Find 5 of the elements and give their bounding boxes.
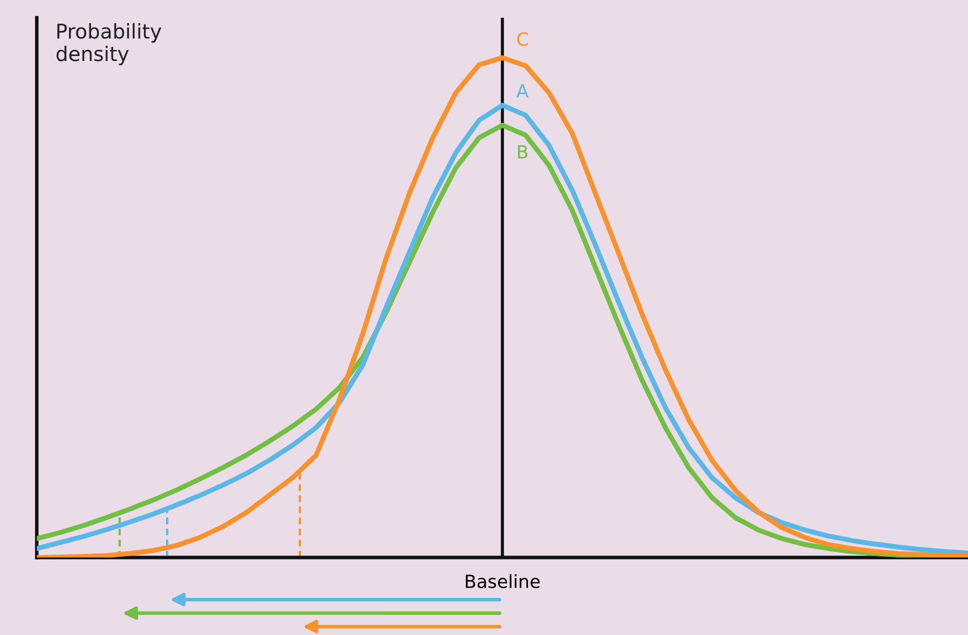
series-label: B bbox=[518, 145, 528, 158]
y-axis-title: Probability density bbox=[56, 23, 162, 66]
series-label: A bbox=[516, 84, 528, 98]
series-label: C bbox=[517, 32, 528, 46]
text: Baseline bbox=[466, 574, 540, 588]
